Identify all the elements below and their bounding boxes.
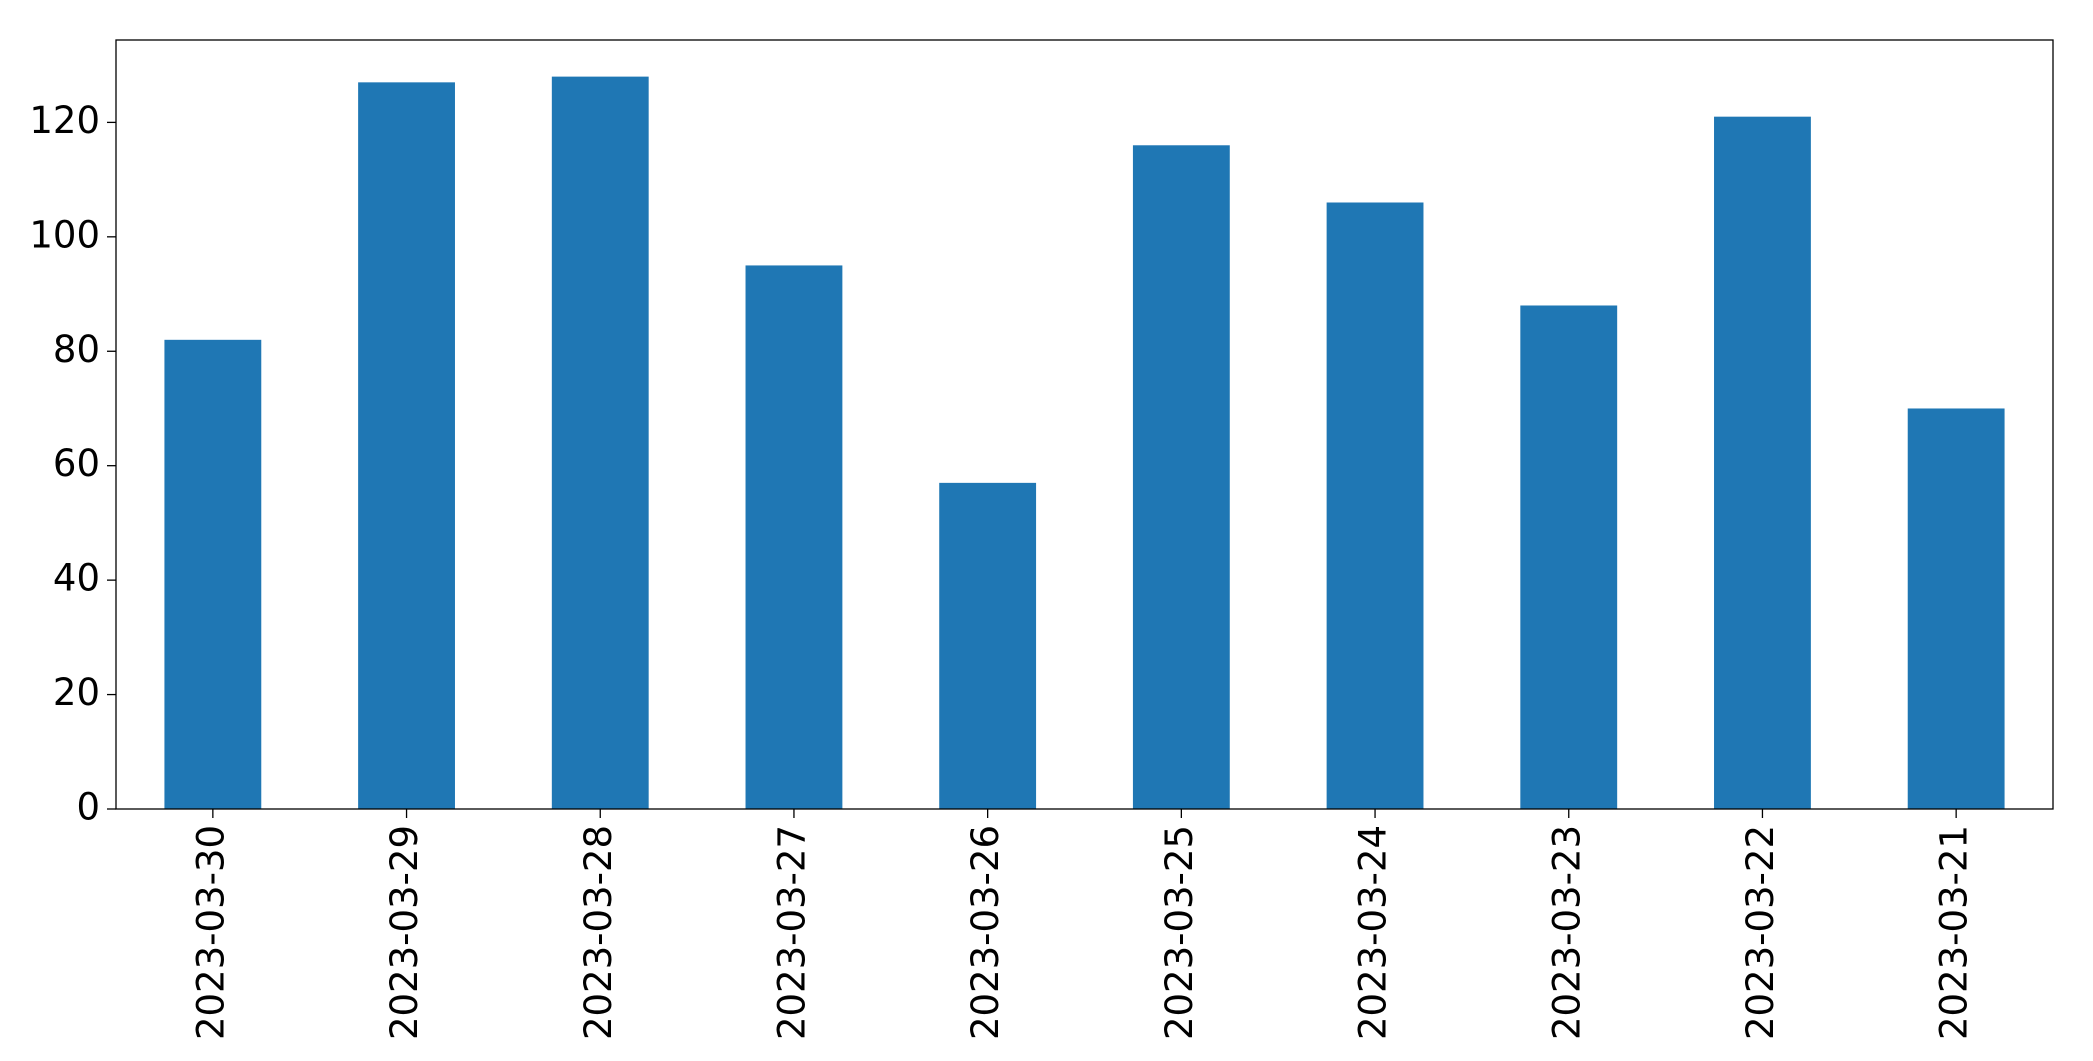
y-tick-label: 120 [29,99,100,142]
bar [1132,145,1230,809]
bar [1714,116,1811,809]
bar [1907,408,2005,809]
x-tick-label: 2023-03-27 [770,825,813,1040]
bar [745,265,843,809]
x-tick-label: 2023-03-23 [1545,825,1588,1040]
x-tick-label: 2023-03-21 [1933,825,1976,1040]
bar [939,482,1037,809]
y-tick-label: 40 [53,557,100,600]
y-tick-label: 20 [53,671,100,714]
y-tick-label: 0 [76,786,100,829]
x-tick-label: 2023-03-22 [1739,825,1782,1040]
x-tick-label: 2023-03-25 [1158,825,1201,1040]
bar [164,339,262,809]
y-tick-label: 100 [29,213,100,256]
plot-frame [115,39,2054,810]
x-tick-label: 2023-03-26 [964,825,1007,1040]
bar [1520,305,1618,809]
y-tick-label: 80 [53,328,100,371]
bar [1326,202,1424,810]
x-tick-label: 2023-03-28 [577,825,620,1040]
x-tick-label: 2023-03-30 [189,825,232,1040]
bar [358,82,455,810]
x-tick-label: 2023-03-24 [1352,825,1395,1040]
bar [551,76,649,810]
y-tick-label: 60 [53,442,100,485]
x-tick-label: 2023-03-29 [383,825,426,1040]
